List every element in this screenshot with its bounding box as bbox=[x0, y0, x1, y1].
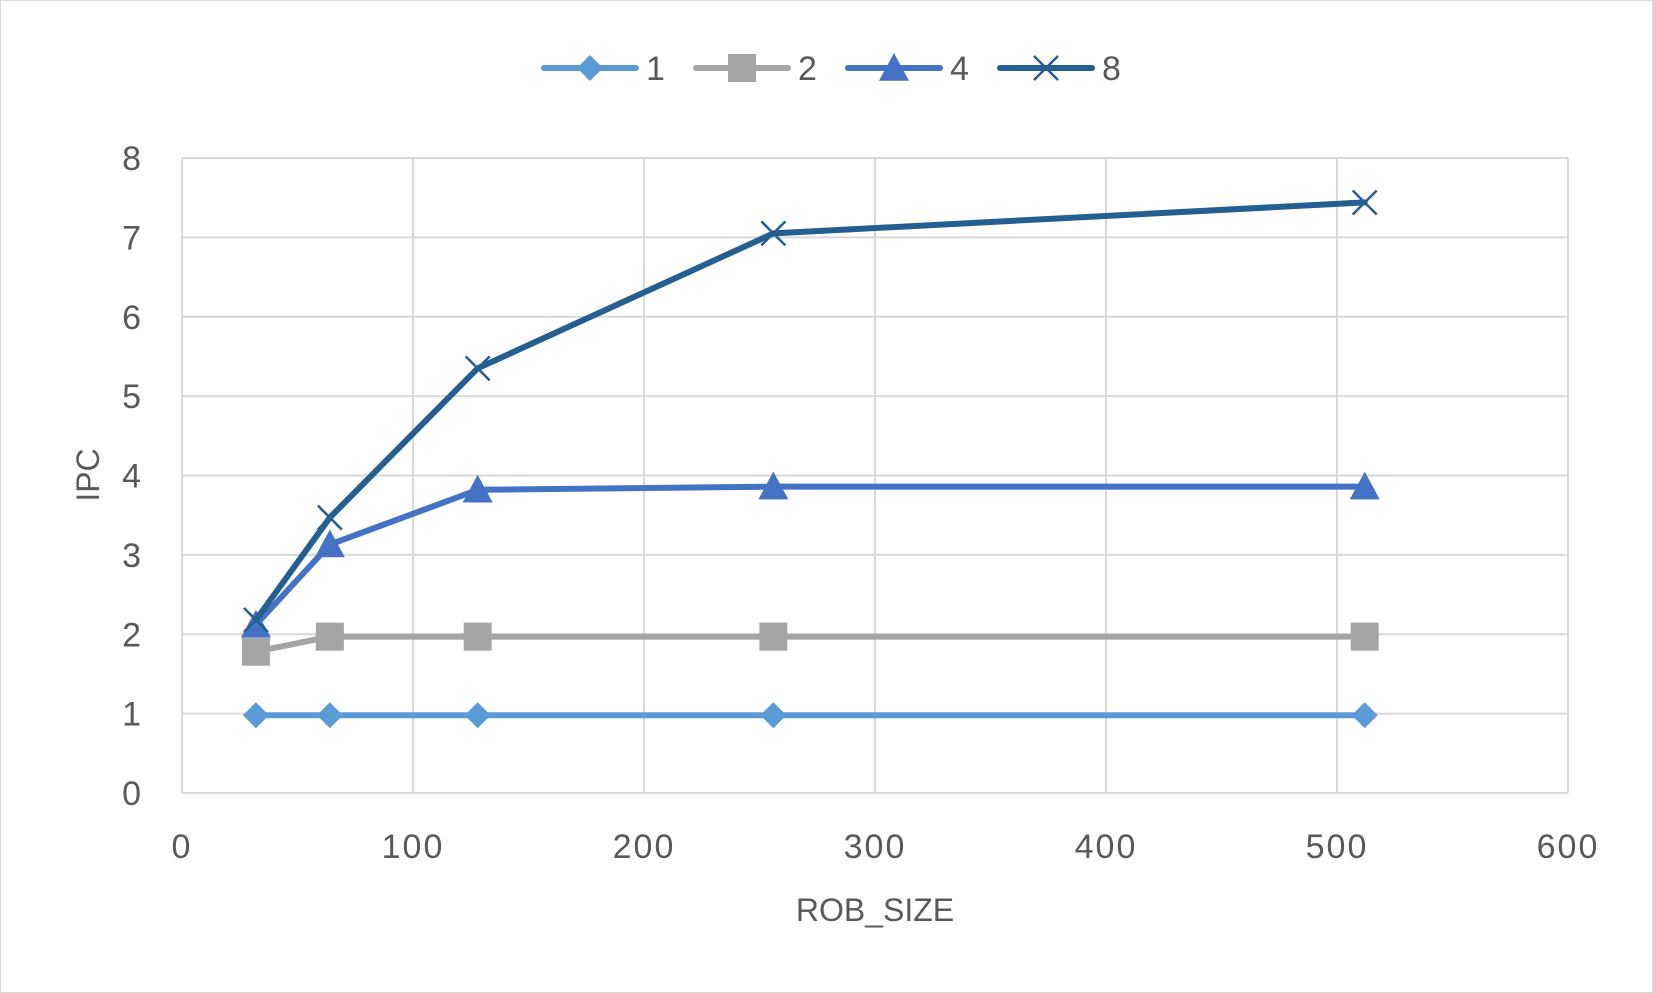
data-point-1 bbox=[1351, 702, 1378, 729]
data-point-8 bbox=[1351, 189, 1378, 216]
series-4 bbox=[240, 471, 1380, 638]
y-tick-label: 1 bbox=[122, 696, 143, 734]
series-8 bbox=[243, 189, 1378, 633]
series-line bbox=[252, 633, 1368, 655]
legend: 1 2 4 8 bbox=[541, 50, 1121, 88]
x-tick-label: 200 bbox=[613, 828, 676, 866]
y-axis-ticks: 0 1 2 3 4 5 6 7 8 bbox=[122, 140, 143, 813]
legend-label: 2 bbox=[798, 50, 817, 88]
legend-item-1: 1 bbox=[541, 50, 665, 88]
legend-item-2: 2 bbox=[693, 50, 817, 88]
x-axis-ticks: 0 100 200 300 400 500 600 bbox=[172, 828, 1600, 866]
data-point-4 bbox=[314, 529, 345, 558]
x-axis-title: ROB_SIZE bbox=[796, 892, 954, 928]
y-tick-label: 6 bbox=[122, 299, 143, 337]
data-point-2 bbox=[241, 637, 270, 666]
series-2 bbox=[241, 622, 1379, 666]
x-tick-label: 300 bbox=[844, 828, 907, 866]
data-point-1 bbox=[760, 702, 787, 729]
legend-marker bbox=[577, 55, 603, 81]
gridlines bbox=[181, 157, 1569, 794]
legend-item-4: 4 bbox=[845, 50, 969, 88]
data-point-1 bbox=[464, 702, 491, 729]
x-tick-label: 0 bbox=[172, 828, 193, 866]
y-tick-label: 4 bbox=[122, 458, 143, 496]
legend-label: 8 bbox=[1102, 50, 1121, 88]
data-point-4 bbox=[758, 471, 789, 500]
x-tick-label: 100 bbox=[382, 828, 445, 866]
x-tick-label: 600 bbox=[1537, 828, 1600, 866]
x-tick-label: 400 bbox=[1075, 828, 1138, 866]
legend-marker bbox=[879, 53, 909, 81]
data-point-4 bbox=[240, 609, 271, 638]
data-point-2 bbox=[315, 622, 344, 651]
legend-marker bbox=[728, 54, 756, 82]
legend-label: 4 bbox=[950, 50, 969, 88]
data-point-8 bbox=[243, 607, 269, 633]
y-tick-label: 5 bbox=[122, 378, 143, 416]
data-point-8 bbox=[760, 220, 787, 247]
data-point-8 bbox=[464, 355, 491, 382]
y-tick-label: 8 bbox=[122, 140, 143, 178]
series-line bbox=[252, 199, 1368, 623]
y-tick-label: 2 bbox=[122, 616, 143, 654]
legend-marker bbox=[1033, 55, 1059, 81]
y-tick-label: 0 bbox=[122, 775, 143, 813]
series-1 bbox=[242, 702, 1378, 729]
data-point-1 bbox=[242, 702, 269, 729]
x-tick-label: 500 bbox=[1306, 828, 1369, 866]
data-point-2 bbox=[1350, 622, 1379, 651]
series-layer bbox=[240, 189, 1380, 729]
data-point-2 bbox=[463, 622, 492, 651]
y-axis-title: IPC bbox=[70, 448, 106, 501]
data-point-2 bbox=[759, 622, 788, 651]
y-tick-label: 3 bbox=[122, 537, 143, 575]
legend-item-8: 8 bbox=[997, 50, 1121, 88]
legend-label: 1 bbox=[646, 50, 665, 88]
y-tick-label: 7 bbox=[122, 219, 143, 257]
data-point-8 bbox=[316, 504, 343, 531]
data-point-4 bbox=[462, 474, 493, 503]
data-point-4 bbox=[1349, 471, 1380, 500]
data-point-1 bbox=[316, 702, 343, 729]
